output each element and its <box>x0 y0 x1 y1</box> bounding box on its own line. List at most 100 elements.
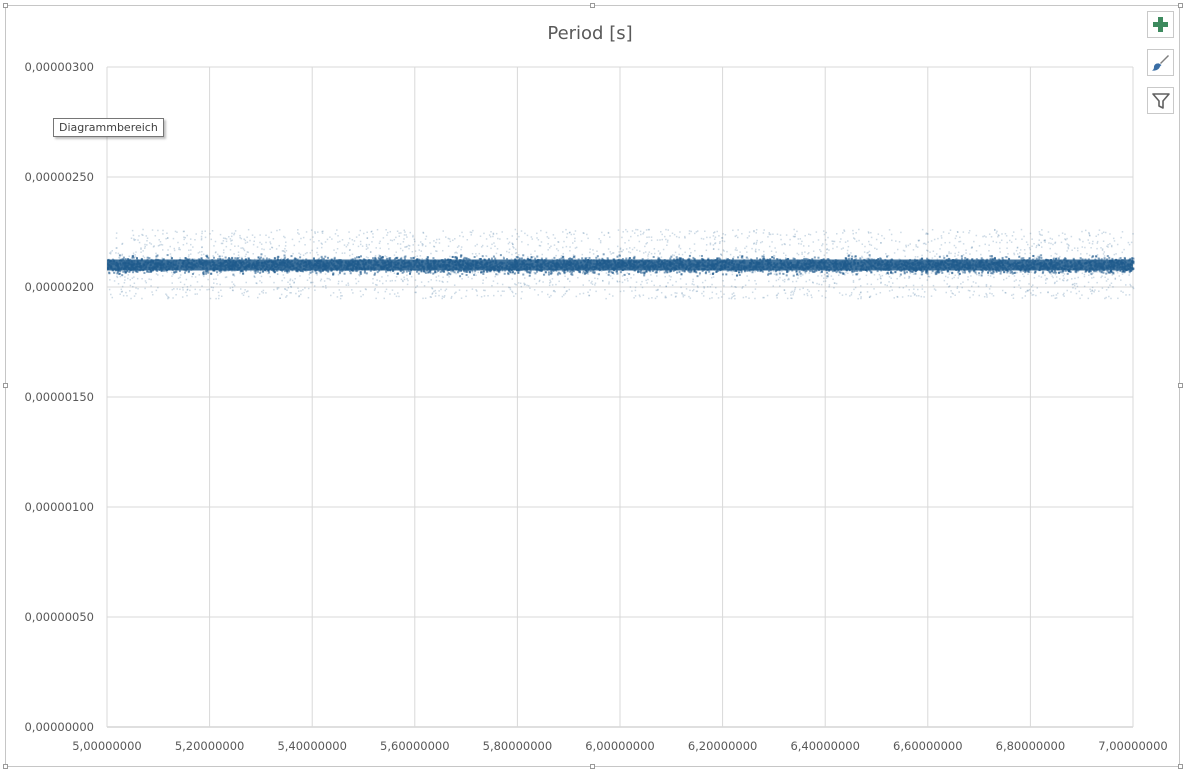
data-point <box>155 289 158 292</box>
data-point <box>297 287 299 290</box>
data-point <box>1067 243 1070 246</box>
data-point <box>676 292 678 294</box>
data-point <box>992 272 995 275</box>
data-point <box>178 248 180 251</box>
data-point <box>633 232 636 234</box>
data-point <box>994 228 996 231</box>
data-point <box>367 257 369 259</box>
data-point <box>1023 249 1026 251</box>
data-point <box>855 232 857 234</box>
data-point <box>1084 229 1087 232</box>
data-point <box>943 256 946 259</box>
data-point <box>265 292 267 294</box>
data-point <box>328 277 330 280</box>
data-point <box>997 236 999 238</box>
data-point <box>773 255 776 257</box>
data-point <box>361 245 364 247</box>
data-point <box>709 273 712 275</box>
data-point <box>657 250 660 252</box>
data-point <box>146 244 148 246</box>
data-point <box>324 273 327 275</box>
data-point <box>803 293 806 296</box>
resize-handle-middle-left[interactable] <box>3 383 8 388</box>
data-point <box>1073 247 1076 249</box>
data-point <box>523 277 526 279</box>
resize-handle-top-left[interactable] <box>3 3 8 8</box>
data-point <box>820 250 822 253</box>
data-point <box>1009 239 1011 242</box>
data-point <box>471 277 473 280</box>
data-point <box>552 290 555 292</box>
data-point <box>870 283 873 286</box>
resize-handle-top-right[interactable] <box>1178 3 1183 8</box>
data-point <box>149 242 151 244</box>
data-point <box>951 277 954 280</box>
data-point <box>1064 238 1066 240</box>
chart-area[interactable] <box>5 5 1180 767</box>
data-point <box>684 251 686 254</box>
data-point <box>921 228 924 231</box>
data-point <box>742 296 745 299</box>
data-point <box>358 275 361 277</box>
data-point <box>430 296 433 298</box>
data-point <box>305 258 308 261</box>
data-point <box>460 248 462 251</box>
data-point <box>1076 249 1079 252</box>
data-point <box>1066 289 1068 292</box>
data-point <box>419 255 422 257</box>
data-point <box>718 257 721 260</box>
resize-handle-middle-right[interactable] <box>1178 383 1183 388</box>
data-point <box>830 275 833 277</box>
data-point <box>860 291 862 293</box>
data-point <box>776 233 779 235</box>
data-point <box>1052 294 1055 297</box>
data-point <box>357 280 360 283</box>
data-point <box>696 230 699 232</box>
data-series[interactable] <box>107 228 1135 300</box>
data-point <box>299 253 302 256</box>
data-point <box>759 241 762 244</box>
data-point <box>416 285 419 287</box>
data-point <box>1025 291 1027 293</box>
data-point <box>958 291 960 293</box>
data-point <box>322 257 325 260</box>
data-point <box>922 242 925 245</box>
data-point <box>450 271 452 273</box>
data-point <box>1106 255 1109 258</box>
data-point <box>734 285 736 288</box>
data-point <box>956 285 959 288</box>
data-point <box>456 252 458 254</box>
data-point <box>475 289 477 291</box>
data-point <box>152 246 155 248</box>
data-point <box>471 252 474 255</box>
data-point <box>771 241 773 243</box>
data-point <box>908 288 910 291</box>
data-point <box>967 278 969 281</box>
resize-handle-bottom-left[interactable] <box>3 764 8 769</box>
data-point <box>783 280 786 283</box>
resize-handle-bottom-right[interactable] <box>1178 764 1183 769</box>
data-point <box>351 239 354 241</box>
data-point <box>1024 252 1026 255</box>
data-point <box>648 236 650 238</box>
data-point <box>696 290 699 292</box>
data-point <box>705 244 708 246</box>
data-point <box>519 282 522 285</box>
data-point <box>637 234 639 237</box>
data-point <box>1058 234 1060 237</box>
data-point <box>826 252 828 254</box>
data-point <box>664 275 666 278</box>
data-point <box>513 295 515 297</box>
resize-handle-bottom-center[interactable] <box>590 764 595 769</box>
data-point <box>719 258 722 261</box>
data-point <box>1066 243 1068 245</box>
chart-title[interactable]: Period [s] <box>547 23 632 44</box>
data-point <box>621 250 623 253</box>
data-point <box>304 252 307 255</box>
data-point <box>695 290 698 293</box>
data-point <box>940 235 943 237</box>
data-point <box>337 241 339 243</box>
data-point <box>224 276 227 279</box>
data-point <box>917 239 920 242</box>
resize-handle-top-center[interactable] <box>590 3 595 8</box>
